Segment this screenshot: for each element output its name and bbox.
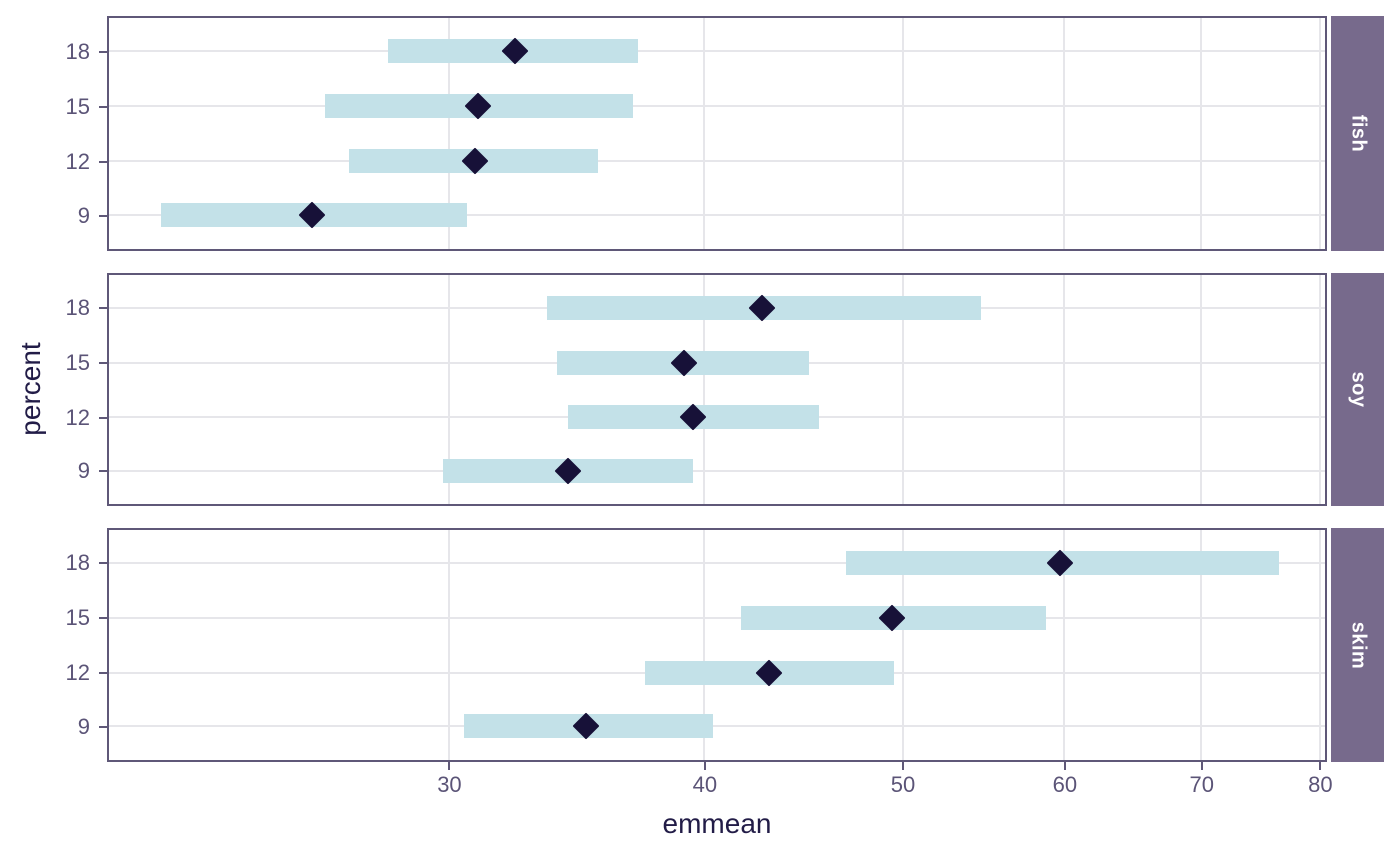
facet-strip-soy: soy [1331,273,1384,506]
x-gridline [1318,530,1321,760]
facet-strip-label: skim [1347,621,1369,669]
x-gridline [447,18,450,249]
y-gridline [109,616,1325,619]
y-gridline [109,160,1325,163]
x-gridline [1063,275,1066,504]
y-gridline [109,469,1325,472]
x-tick-mark [1319,762,1322,770]
y-tick-mark [99,416,107,419]
y-tick-label: 18 [65,295,90,321]
x-tick-mark [1200,762,1203,770]
y-tick-label: 12 [65,404,90,430]
y-tick-label: 9 [77,202,90,228]
y-tick-label: 9 [77,713,90,739]
x-gridline [1200,275,1203,504]
facet-panel-soy [107,273,1327,506]
y-tick-label: 15 [65,605,90,631]
x-gridline [901,18,904,249]
y-tick-label: 9 [77,458,90,484]
y-tick-mark [99,672,107,675]
x-tick-label: 50 [890,772,916,797]
x-gridline [1318,18,1321,249]
facet-strip-skim: skim [1331,528,1384,762]
y-gridline [109,725,1325,728]
y-tick-mark [99,307,107,310]
x-gridline [703,275,706,504]
y-tick-label: 12 [65,660,90,686]
x-gridline [703,18,706,249]
y-tick-mark [99,105,107,108]
x-gridline [703,530,706,760]
facet-panel-skim [107,528,1327,762]
y-tick-label: 15 [65,350,90,376]
y-tick-mark [99,617,107,620]
x-gridline [901,275,904,504]
y-gridline [109,105,1325,108]
y-tick-label: 18 [65,550,90,576]
y-gridline [109,214,1325,217]
x-axis-title: emmean [662,808,772,839]
x-gridline [1063,18,1066,249]
x-gridline [1318,275,1321,504]
y-gridline [109,561,1325,564]
x-tick-mark [902,762,905,770]
facet-panel-fish [107,16,1327,251]
y-tick-mark [99,725,107,728]
facet-strip-label: soy [1347,371,1369,408]
y-tick-mark [99,362,107,365]
y-tick-mark [99,50,107,53]
x-tick-label: 30 [437,772,462,797]
x-gridline [1200,18,1203,249]
x-tick-label: 80 [1308,772,1333,797]
x-gridline [447,275,450,504]
facet-strip-label: fish [1347,114,1369,153]
y-tick-label: 15 [65,93,90,119]
x-tick-label: 40 [692,772,718,797]
x-gridline [447,530,450,760]
x-tick-label: 70 [1189,772,1215,797]
y-tick-mark [99,160,107,163]
x-tick-mark [1063,762,1066,770]
x-gridline [1200,530,1203,760]
y-tick-mark [99,562,107,565]
y-tick-label: 18 [65,38,90,64]
x-gridline [1063,530,1066,760]
y-gridline [109,50,1325,53]
x-tick-mark [703,762,706,770]
x-tick-label: 60 [1052,772,1078,797]
facet-strip-fish: fish [1331,16,1384,251]
y-tick-mark [99,214,107,217]
y-tick-label: 12 [65,148,90,174]
x-gridline [901,530,904,760]
x-tick-mark [448,762,451,770]
y-tick-mark [99,470,107,473]
